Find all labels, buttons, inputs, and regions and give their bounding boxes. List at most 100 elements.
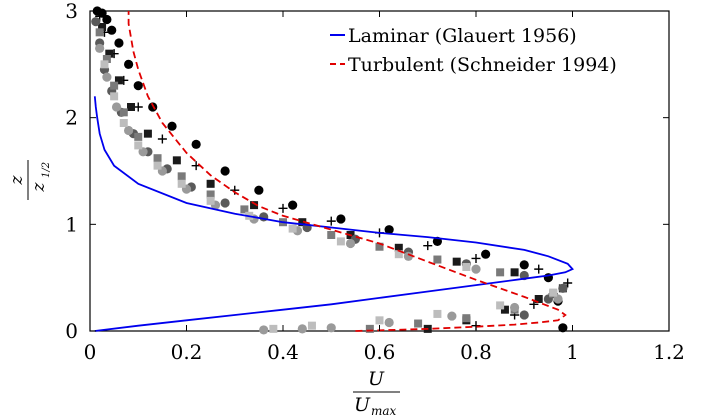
scatter-point-square	[269, 324, 278, 333]
scatter-point-square	[534, 295, 543, 303]
scatter-point-square	[102, 55, 111, 63]
scatter-point-square	[143, 129, 152, 138]
scatter-point-square	[496, 268, 505, 277]
scatter-point-circle	[124, 125, 134, 136]
scatter-point-circle	[259, 325, 269, 335]
scatter-point-square	[206, 196, 215, 205]
scatter-point-square	[375, 316, 384, 325]
x-tick-label: 1.2	[653, 340, 685, 364]
y-axis-label: z z 1/2	[7, 160, 52, 200]
scatter-point-square	[414, 319, 423, 328]
y-axis-label-numerator: z	[7, 174, 27, 185]
y-axis-ticks: 0 1 2 3	[65, 0, 669, 343]
y-axis-label-denominator-sub: 1/2	[41, 162, 52, 178]
scatter-point-circle	[481, 249, 491, 259]
scatter-point-square	[375, 242, 384, 251]
scatter-point-square	[153, 161, 162, 170]
scatter-point-square	[240, 205, 249, 214]
legend: Laminar (Glauert 1956) Turbulent (Schnei…	[330, 25, 617, 76]
legend-label-turbulent: Turbulent (Schneider 1994)	[348, 54, 617, 76]
scatter-point-square	[177, 172, 186, 181]
line-layer	[93, 11, 575, 332]
x-axis-label: U U max	[353, 368, 400, 418]
scatter-point-plus	[326, 216, 336, 226]
scatter-point-square	[95, 28, 104, 37]
scatter-point-circle	[509, 302, 520, 313]
scatter-point-circle	[519, 260, 529, 270]
scatter-point-square	[365, 324, 374, 333]
scatter-point-square	[177, 179, 186, 188]
scatter-point-circle	[220, 166, 230, 176]
scatter-point-square	[394, 250, 403, 259]
scatter-point-square	[172, 156, 181, 165]
scatter-point-circle	[91, 17, 101, 27]
scatter-point-square	[110, 92, 119, 101]
scatter-point-square	[288, 224, 297, 233]
scatter-point-circle	[102, 72, 112, 82]
scatter-point-plus	[423, 241, 433, 251]
y-axis-label-denominator: z	[29, 181, 49, 192]
scatter-point-circle	[133, 81, 143, 91]
scatter-point-circle	[384, 225, 394, 235]
scatter-point-square	[433, 255, 442, 264]
scatter-point-square	[100, 60, 109, 69]
x-axis-ticks: 0 0.2 0.4 0.6 0.8 1 1.2	[84, 11, 685, 364]
scatter-point-plus	[157, 134, 167, 144]
y-tick-label: 2	[65, 106, 78, 130]
scatter-point-circle	[403, 251, 414, 261]
scatter-point-circle	[553, 294, 563, 304]
scatter-point-square	[134, 141, 143, 150]
x-tick-label: 0.4	[267, 340, 299, 364]
scatter-point-circle	[167, 121, 177, 131]
scatter-point-circle	[297, 324, 307, 334]
scatter-point-square	[452, 257, 461, 266]
legend-label-laminar: Laminar (Glauert 1956)	[348, 25, 577, 47]
scatter-point-circle	[326, 323, 336, 333]
scatter-point-circle	[336, 214, 346, 224]
x-axis-label-denominator-sub: max	[371, 404, 397, 418]
scatter-point-plus	[133, 102, 143, 112]
scatter-point-circle	[191, 139, 201, 149]
scatter-point-circle	[114, 38, 124, 48]
scatter-point-plus	[471, 253, 481, 263]
scatter-point-square	[206, 190, 215, 199]
scatter-point-plus	[563, 278, 573, 288]
x-tick-label: 0.8	[460, 340, 492, 364]
scatter-point-circle	[138, 147, 148, 157]
scatter-point-square	[153, 154, 162, 163]
x-tick-label: 0.6	[364, 340, 396, 364]
scatter-point-square	[206, 179, 215, 188]
scatter-point-square	[394, 243, 403, 252]
x-axis-label-numerator: U	[368, 368, 385, 390]
scatter-point-circle	[254, 185, 264, 195]
scatter-point-square	[105, 49, 114, 58]
scatter-point-square	[127, 103, 136, 111]
scatter-point-square	[462, 263, 471, 271]
scatter-point-square	[496, 301, 505, 310]
scatter-point-square	[110, 81, 119, 90]
laminar-curve	[93, 96, 575, 332]
scatter-point-plus	[534, 264, 544, 274]
scatter-point-square	[98, 23, 107, 31]
scatter-point-circle	[384, 317, 394, 328]
scatter-point-circle	[558, 323, 568, 333]
scatter-point-circle	[102, 14, 112, 25]
scatter-point-square	[327, 231, 336, 239]
scatter-point-circle	[111, 102, 122, 112]
scatter-point-square	[250, 201, 259, 210]
x-tick-label: 0	[84, 340, 97, 364]
scatter-point-square	[307, 321, 316, 330]
y-tick-label: 0	[65, 319, 78, 343]
scatter-point-circle	[447, 311, 457, 321]
y-tick-label: 1	[65, 212, 78, 236]
scatter-point-square	[433, 309, 442, 318]
scatter-point-circle	[107, 25, 117, 35]
scatter-point-circle	[95, 43, 105, 53]
scatter-point-circle	[471, 264, 481, 274]
scatter-point-square	[119, 108, 128, 117]
scatter-point-circle	[220, 198, 230, 208]
scatter-point-circle	[558, 283, 568, 293]
scatter-point-square	[500, 305, 509, 314]
x-axis-label-denominator: U	[354, 394, 371, 416]
scatter-point-circle	[124, 59, 134, 69]
